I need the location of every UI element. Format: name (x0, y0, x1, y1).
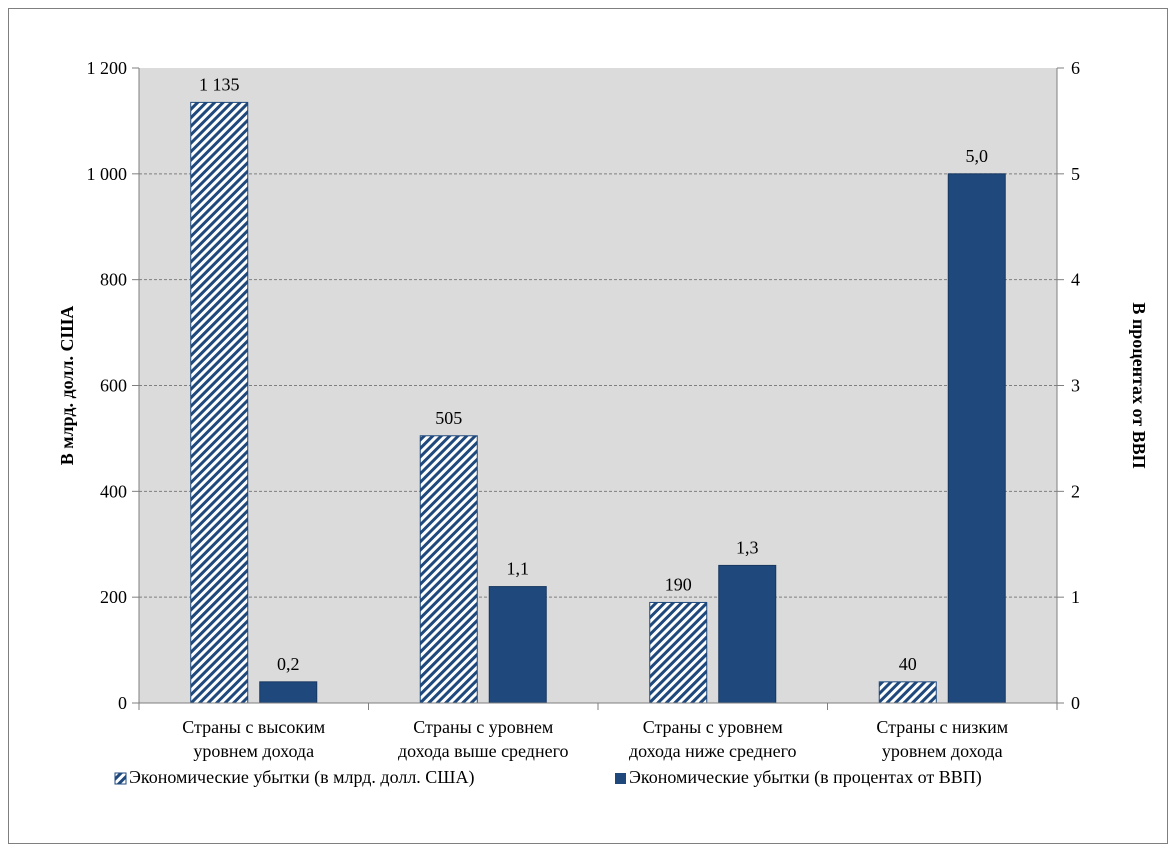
legend-swatch-gdp (615, 773, 626, 784)
legend-swatch-usd (114, 772, 127, 785)
bar-usd (878, 681, 937, 704)
x-category-label: уровнем дохода (193, 741, 314, 761)
y-right-tick-label: 3 (1071, 376, 1080, 396)
y-right-tick-label: 1 (1071, 587, 1080, 607)
bar-usd (649, 601, 708, 704)
y-left-tick-label: 200 (100, 587, 127, 607)
y-right-axis-title: В процентах от ВВП (1129, 302, 1149, 468)
y-left-tick-label: 800 (100, 270, 127, 290)
data-label-gdp: 1,1 (507, 559, 530, 579)
bar-gdp (488, 586, 547, 704)
bar-chart: 1 135 0,2 505 1,1 190 1,3 40 5,0 0 0 200 1 400 2 600 3… (57, 58, 1149, 788)
y-left-axis-title: В млрд. долл. США (57, 306, 77, 466)
bar-gdp (718, 564, 777, 704)
x-category-label: Страны с низким (876, 717, 1008, 737)
data-label-usd: 505 (435, 408, 462, 428)
x-category-label: Страны с уровнем (643, 717, 783, 737)
bar-gdp (947, 173, 1006, 704)
data-label-usd: 190 (665, 574, 692, 594)
legend-label-usd: Экономические убытки (в млрд. долл. США) (129, 767, 474, 788)
y-right-tick-label: 6 (1071, 58, 1080, 78)
y-right-tick-label: 4 (1071, 270, 1080, 290)
y-left-tick-label: 400 (100, 481, 127, 501)
y-left-tick-label: 1 000 (87, 164, 128, 184)
x-category-label: Страны с высоким (182, 717, 325, 737)
y-right-tick-label: 2 (1071, 481, 1080, 501)
x-category-label: Страны с уровнем (413, 717, 553, 737)
bar-usd (419, 435, 478, 704)
bar-gdp (259, 681, 318, 704)
y-right-tick-label: 0 (1071, 693, 1080, 713)
x-category-label: дохода выше среднего (398, 741, 569, 761)
y-left-tick-label: 0 (118, 693, 127, 713)
data-label-usd: 40 (899, 654, 917, 674)
data-label-gdp: 5,0 (966, 146, 989, 166)
y-right-tick-label: 5 (1071, 164, 1080, 184)
chart-frame: 1 135 0,2 505 1,1 190 1,3 40 5,0 0 0 200 1 400 2 600 3… (8, 8, 1168, 844)
y-left-tick-label: 1 200 (87, 58, 128, 78)
data-label-gdp: 1,3 (736, 537, 759, 557)
data-label-gdp: 0,2 (277, 654, 300, 674)
y-left-tick-label: 600 (100, 376, 127, 396)
x-category-label: уровнем дохода (882, 741, 1003, 761)
x-category-label: дохода ниже среднего (629, 741, 797, 761)
data-label-usd: 1 135 (199, 74, 240, 94)
bar-usd (190, 101, 249, 704)
legend-label-gdp: Экономические убытки (в процентах от ВВП… (629, 767, 982, 788)
